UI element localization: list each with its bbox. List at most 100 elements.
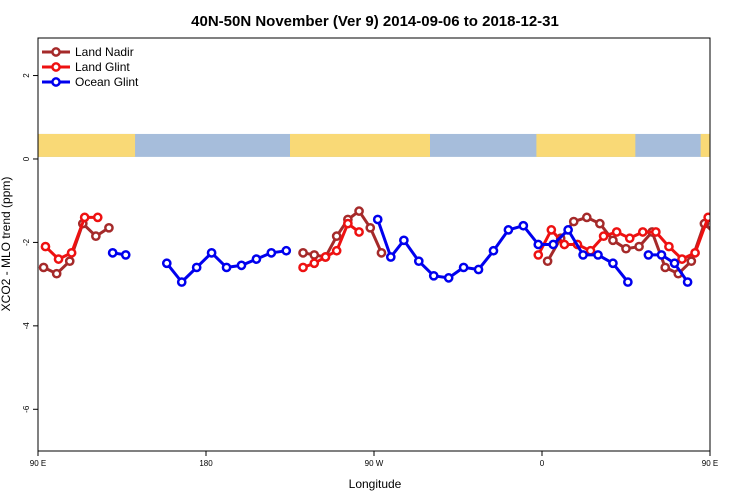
series-0-line-0 bbox=[42, 222, 110, 276]
series-0-point bbox=[38, 262, 49, 273]
series-1-point bbox=[354, 227, 364, 237]
series-0-point bbox=[634, 241, 644, 252]
land-band-0 bbox=[38, 133, 136, 157]
series-2-point bbox=[251, 254, 262, 264]
y-tick-label-4: -6 bbox=[22, 405, 31, 413]
series-0-point bbox=[568, 216, 579, 227]
series-1-point bbox=[731, 220, 738, 227]
series-2-point bbox=[443, 273, 454, 283]
series-2-point bbox=[682, 277, 693, 287]
series-1-point bbox=[703, 212, 710, 223]
legend-label-0: Land Nadir bbox=[75, 45, 134, 59]
series-0-point bbox=[104, 222, 114, 233]
series-2-point bbox=[608, 258, 618, 269]
series-1 bbox=[40, 212, 738, 273]
plot-frame bbox=[37, 37, 711, 452]
series-0-point bbox=[298, 247, 308, 258]
series-2-point bbox=[593, 250, 603, 260]
legend-item-2: Ocean Glint bbox=[42, 75, 139, 89]
series-0-point bbox=[595, 218, 605, 229]
series-2-point bbox=[428, 270, 439, 281]
series-2-point bbox=[548, 239, 559, 250]
series-0 bbox=[38, 206, 734, 279]
x-tick-label-0: 90 E bbox=[30, 459, 46, 468]
x-tick-label-2: 90 W bbox=[365, 459, 384, 468]
series-2-point bbox=[399, 235, 409, 246]
series-2-point bbox=[643, 250, 654, 260]
y-axis-label: XCO2 - MLO trend (ppm) bbox=[0, 177, 13, 312]
series-1-point bbox=[637, 227, 648, 237]
series-0-point bbox=[542, 256, 553, 267]
series-2-point bbox=[533, 239, 544, 250]
legend-marker-0 bbox=[51, 47, 61, 57]
series-1-point bbox=[664, 241, 674, 252]
x-axis-label: Longitude bbox=[349, 477, 402, 491]
series-0-point bbox=[608, 235, 618, 246]
series-2-point bbox=[221, 262, 232, 273]
x-tick-label-4: 90 E bbox=[702, 459, 718, 468]
series-0-point bbox=[354, 206, 364, 216]
series-2-point bbox=[563, 225, 573, 235]
series-1-point bbox=[559, 239, 570, 250]
series-2-point bbox=[413, 256, 424, 267]
legend-item-1: Land Glint bbox=[42, 60, 130, 74]
series-2-point bbox=[473, 264, 484, 275]
series-1-point bbox=[546, 225, 557, 235]
series-0-point bbox=[51, 268, 62, 279]
land-band-3 bbox=[700, 133, 710, 157]
series-2-point bbox=[107, 247, 118, 258]
series-1-point bbox=[331, 245, 342, 256]
series-2-point bbox=[503, 225, 514, 235]
series-1-point bbox=[92, 212, 103, 223]
legend-marker-2 bbox=[51, 77, 61, 87]
series-2-point bbox=[518, 220, 529, 231]
series-1-point bbox=[343, 218, 353, 229]
series-0-point bbox=[376, 247, 387, 258]
series-2-point bbox=[372, 214, 383, 225]
series-1-line-2 bbox=[536, 215, 710, 261]
series-2-point bbox=[206, 247, 217, 258]
series-0-point bbox=[660, 262, 671, 273]
series-0-point bbox=[727, 224, 734, 231]
series-2-point bbox=[669, 258, 680, 269]
land-band-2 bbox=[536, 133, 636, 157]
series-0-point bbox=[581, 212, 592, 223]
series-1-point bbox=[40, 241, 51, 252]
legend-label-2: Ocean Glint bbox=[75, 75, 139, 89]
series-2-point bbox=[656, 250, 667, 260]
series-2-point bbox=[578, 250, 588, 260]
series-2-point bbox=[236, 260, 247, 271]
axes: 90 E 180 90 W 0 90 E 2 0 -2 -4 -6 bbox=[22, 73, 718, 468]
series-0-point bbox=[91, 231, 101, 242]
series-1-point bbox=[79, 212, 90, 223]
series-1-point bbox=[677, 254, 687, 264]
series-2-line-3 bbox=[648, 253, 689, 283]
series-2-point bbox=[176, 277, 187, 287]
y-tick-label-1: 0 bbox=[22, 156, 31, 161]
series-1-point bbox=[585, 245, 596, 256]
series-2-point bbox=[488, 245, 499, 256]
series-1-point bbox=[298, 262, 308, 273]
series-2-point bbox=[120, 250, 131, 260]
series-1-point bbox=[718, 214, 725, 221]
series-1-point bbox=[690, 247, 700, 258]
land-ocean-strip bbox=[38, 133, 710, 157]
land-band-1 bbox=[290, 133, 430, 157]
series-2-point bbox=[161, 258, 172, 269]
series-0-point bbox=[714, 233, 721, 240]
series-0-point bbox=[331, 231, 342, 242]
x-tick-label-1: 180 bbox=[199, 459, 213, 468]
series-1-point bbox=[611, 227, 622, 237]
series-0-point bbox=[64, 256, 75, 267]
legend-label-1: Land Glint bbox=[75, 60, 130, 74]
series-2-point bbox=[385, 252, 396, 262]
legend-marker-1 bbox=[51, 62, 61, 72]
series-2-point bbox=[458, 262, 469, 273]
series-1-point bbox=[598, 231, 609, 242]
series-1-point bbox=[53, 254, 64, 264]
series-2-point bbox=[266, 247, 277, 258]
y-tick-label-2: -2 bbox=[22, 238, 31, 246]
y-tick-label-0: 2 bbox=[22, 73, 31, 78]
